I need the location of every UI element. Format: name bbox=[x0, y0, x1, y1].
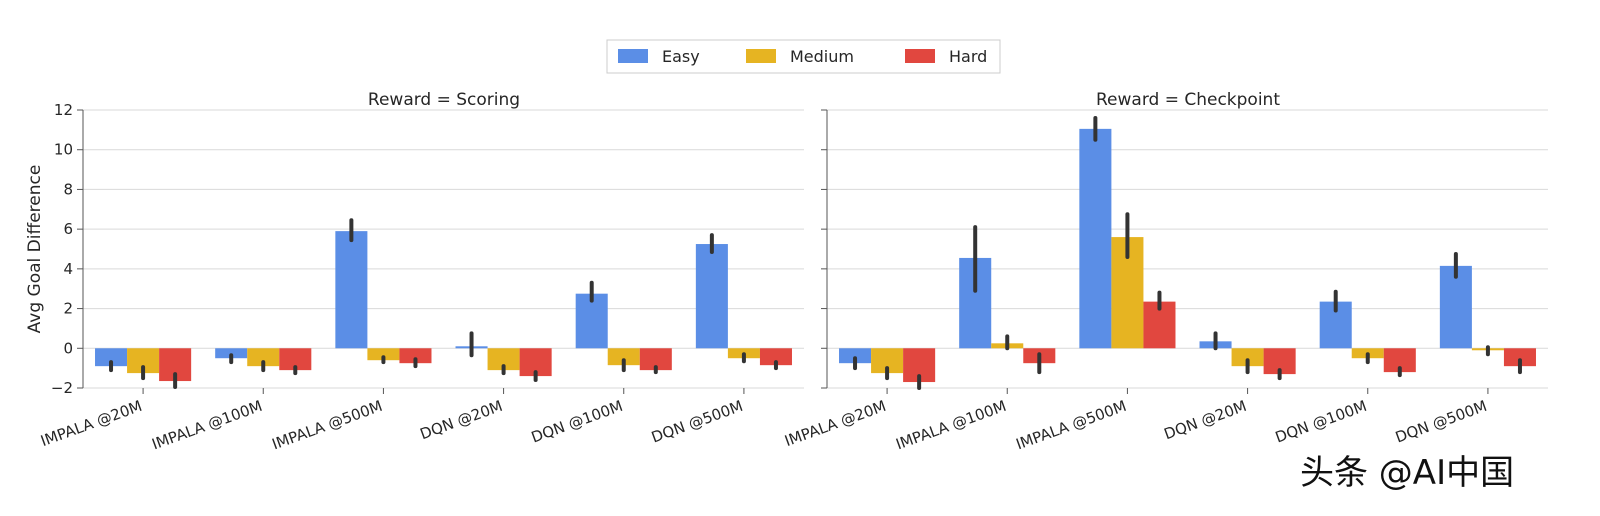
bar-hard-5 bbox=[759, 348, 792, 366]
x-tick-label: IMPALA @100M bbox=[149, 397, 264, 454]
y-tick-label: 0 bbox=[63, 339, 73, 357]
legend-swatch-hard bbox=[905, 49, 935, 63]
y-tick-label: −2 bbox=[51, 379, 73, 397]
bar-hard-4 bbox=[1383, 348, 1416, 373]
y-axis-label: Avg Goal Difference bbox=[25, 165, 45, 334]
legend-label-hard: Hard bbox=[949, 47, 987, 66]
panel-title-scoring: Reward = Scoring bbox=[368, 90, 520, 110]
bar-easy-2 bbox=[335, 231, 368, 349]
x-tick-label: DQN @500M bbox=[649, 397, 745, 447]
bar-easy-2 bbox=[1079, 128, 1112, 349]
bars bbox=[95, 128, 1536, 383]
legend: Easy Medium Hard bbox=[606, 39, 1001, 74]
y-tick-label: 2 bbox=[63, 300, 73, 318]
y-tick-label: 6 bbox=[63, 220, 73, 238]
bar-easy-5 bbox=[1439, 265, 1472, 349]
bar-easy-4 bbox=[575, 293, 608, 349]
x-tick-label: DQN @100M bbox=[1273, 397, 1369, 447]
legend-swatch-easy bbox=[618, 49, 648, 63]
y-tick-label: 4 bbox=[63, 260, 73, 278]
bar-medium-1 bbox=[247, 348, 280, 367]
watermark: 头条 @AI中国 bbox=[1300, 453, 1514, 493]
x-tick-label: IMPALA @20M bbox=[782, 397, 888, 450]
x-tick-label: IMPALA @500M bbox=[270, 397, 385, 454]
x-tick-label: IMPALA @20M bbox=[38, 397, 144, 450]
x-tick-label: DQN @20M bbox=[1162, 397, 1249, 443]
bar-medium-4 bbox=[607, 348, 640, 366]
bar-easy-5 bbox=[695, 244, 728, 349]
x-tick-label: IMPALA @500M bbox=[1014, 397, 1129, 454]
x-tick-label: DQN @500M bbox=[1393, 397, 1489, 447]
y-tick-label: 10 bbox=[54, 141, 73, 159]
legend-label-easy: Easy bbox=[662, 47, 700, 66]
bar-hard-5 bbox=[1503, 348, 1536, 367]
x-tick-label: DQN @20M bbox=[418, 397, 505, 443]
grid-lines bbox=[83, 109, 1548, 389]
x-tick-label: DQN @100M bbox=[529, 397, 625, 447]
legend-swatch-medium bbox=[746, 49, 776, 63]
bar-hard-2 bbox=[399, 348, 432, 364]
legend-label-medium: Medium bbox=[790, 47, 854, 66]
bar-easy-0 bbox=[95, 348, 128, 367]
bar-medium-3 bbox=[487, 348, 520, 371]
bar-hard-1 bbox=[279, 348, 312, 371]
bar-easy-0 bbox=[839, 348, 872, 364]
bar-medium-2 bbox=[367, 348, 400, 361]
error-bars bbox=[109, 115, 1522, 390]
x-tick-label: IMPALA @100M bbox=[893, 397, 1008, 454]
bar-hard-4 bbox=[639, 348, 672, 371]
y-tick-label: 12 bbox=[54, 101, 73, 119]
bar-medium-3 bbox=[1231, 348, 1264, 367]
panel-title-checkpoint: Reward = Checkpoint bbox=[1096, 90, 1280, 110]
y-tick-label: 8 bbox=[63, 180, 73, 198]
